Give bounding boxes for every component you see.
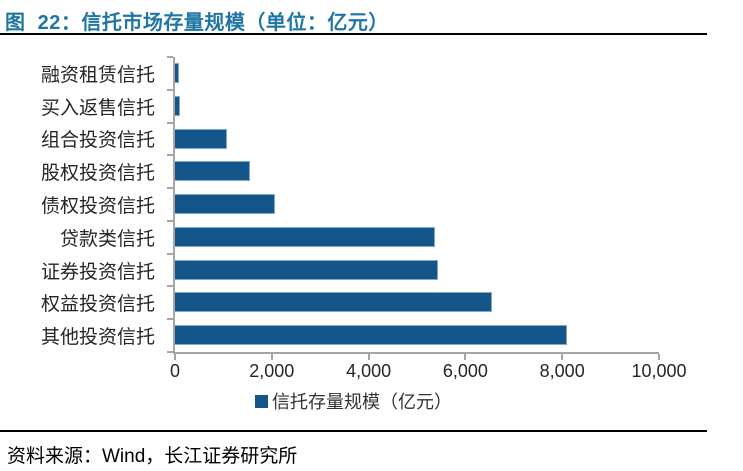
y-axis-tick [167, 121, 173, 124]
bar-贷款类信托 [175, 226, 435, 247]
legend-marker-icon [255, 394, 268, 408]
x-axis-tick-label: 4,000 [346, 361, 392, 381]
category-axis: 融资租赁信托 买入返售信托 组合投资信托 股权投资信托 债权投资信托贷款类信托证券投资信… [0, 57, 155, 352]
x-axis-tick-label: 6,000 [442, 361, 488, 381]
title-divider [0, 33, 707, 35]
category-label: 融资租赁信托 [40, 64, 155, 86]
category-label: 贷款类信托 [59, 228, 155, 250]
x-axis-tick-label: 2,000 [249, 361, 295, 381]
bar-权益投资信托 [175, 292, 493, 313]
x-axis-tick [464, 354, 467, 360]
x-axis-tick [174, 354, 176, 360]
category-label: 买入返售信托 [40, 97, 155, 119]
y-axis-tick [167, 285, 173, 288]
chart-legend: 信托存量规模（亿元） [0, 389, 707, 413]
bar-债权投资信托 [175, 194, 276, 215]
y-axis-tick [167, 318, 173, 321]
y-axis-tick [167, 252, 173, 255]
legend-label: 信托存量规模（亿元） [272, 392, 452, 412]
category-label: 组合投资信托 [40, 130, 155, 152]
bar-股权投资信托 [175, 161, 251, 182]
y-axis-tick [167, 219, 173, 222]
x-axis-tick-label: 8,000 [539, 361, 585, 381]
category-label: 权益投资信托 [40, 294, 155, 316]
bar-其他投资信托 [175, 325, 568, 346]
x-axis-tick-label: 10,000 [631, 361, 687, 381]
category-label: 股权投资信托 [40, 163, 155, 185]
x-axis-tick [270, 354, 273, 360]
x-axis-tick [658, 354, 660, 360]
figure-title: 图 22：信托市场存量规模（单位：亿元） [5, 12, 389, 34]
x-axis-tick [367, 354, 370, 360]
category-label: 债权投资信托 [40, 195, 155, 217]
source-note: 资料来源：Wind，长江证券研究所 [7, 446, 298, 467]
bar-组合投资信托 [175, 128, 228, 149]
bar-证券投资信托 [175, 259, 438, 280]
category-label: 其他投资信托 [40, 327, 155, 349]
y-axis-tick [167, 56, 173, 58]
bar-融资租赁信托 [175, 63, 180, 83]
y-axis-tick [167, 187, 173, 190]
bar-买入返售信托 [175, 95, 180, 116]
x-axis-tick [561, 354, 564, 360]
x-axis-tick-label: 0 [169, 361, 181, 381]
category-label: 证券投资信托 [40, 261, 155, 283]
y-axis-tick [167, 351, 173, 353]
y-axis-tick [167, 88, 173, 91]
footer-divider [0, 430, 707, 432]
y-axis-tick [167, 154, 173, 157]
plot-area: 0 2,000 4,000 6,000 8,000 10,000 [167, 56, 687, 381]
